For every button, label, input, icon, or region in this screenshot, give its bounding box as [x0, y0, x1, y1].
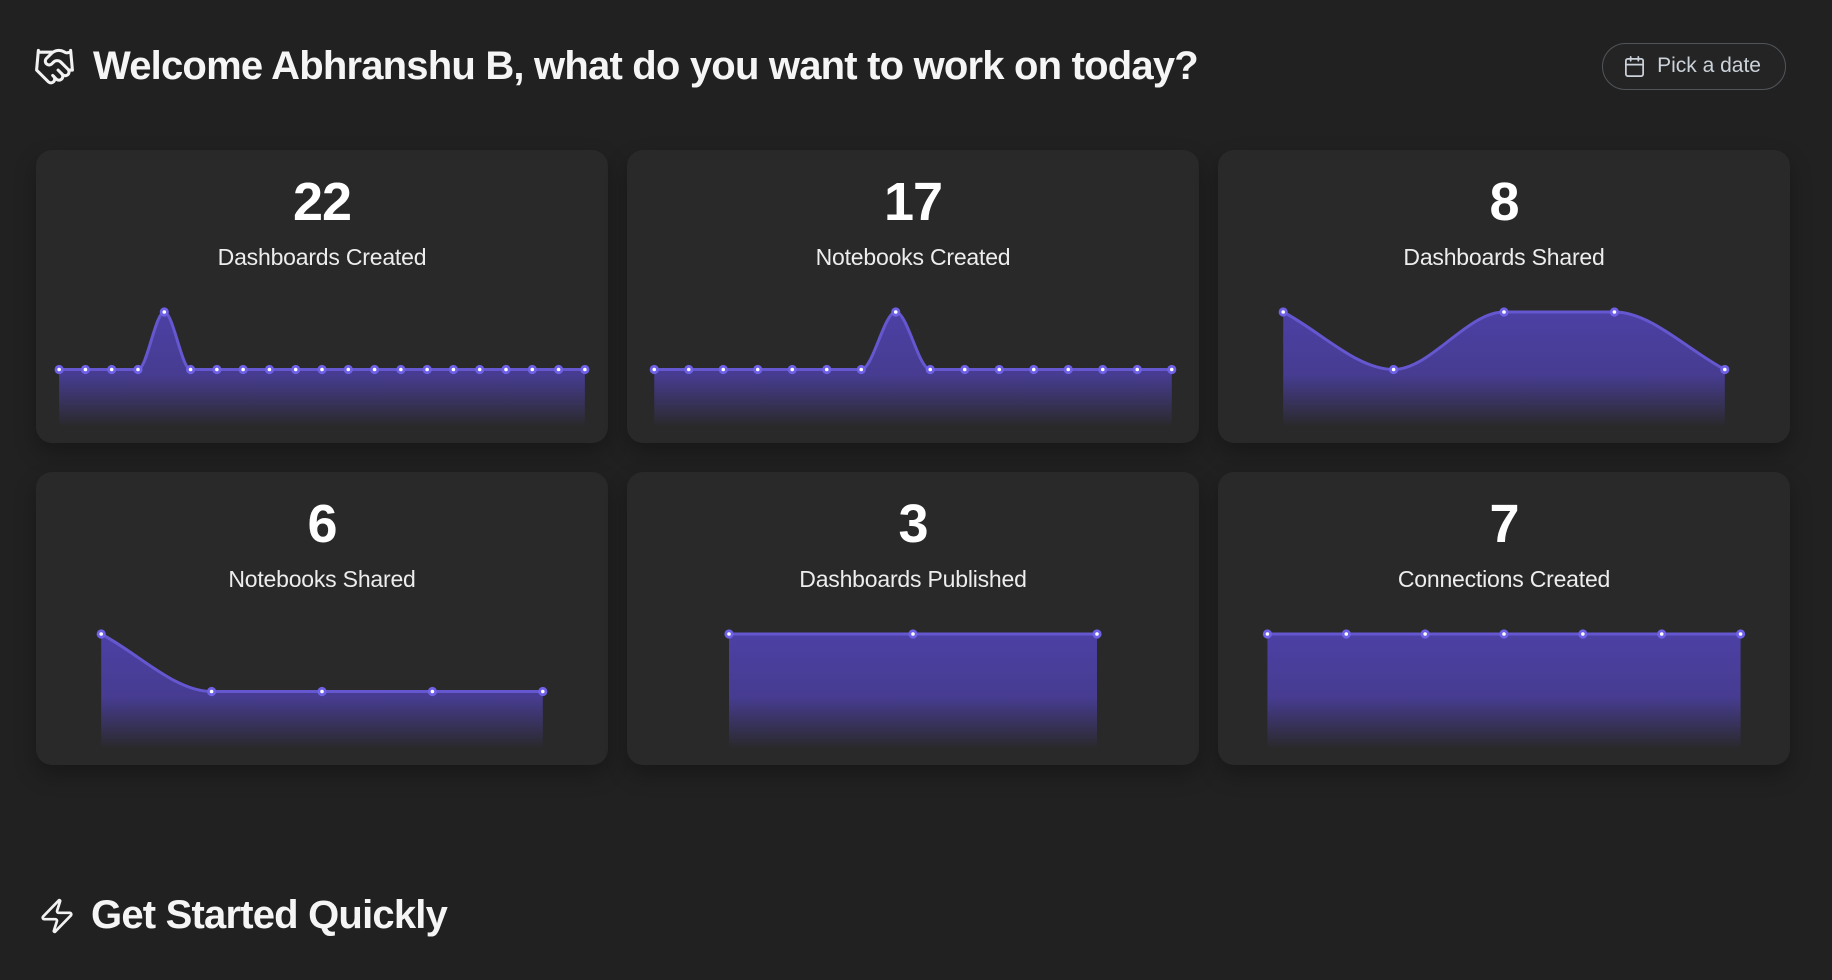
- stat-card: 7 Connections Created: [1218, 472, 1790, 765]
- stat-label: Connections Created: [1397, 566, 1611, 592]
- sparkline-chart: [96, 629, 548, 749]
- pick-a-date-label: Pick a date: [1657, 54, 1761, 77]
- welcome-header-left: Welcome Abhranshu B, what do you want to…: [33, 43, 1199, 89]
- stat-value: 8: [1489, 172, 1519, 232]
- pick-a-date-button[interactable]: Pick a date: [1602, 42, 1786, 90]
- stats-grid: 22 Dashboards Created 17 Notebooks Creat…: [36, 150, 1790, 765]
- stat-label: Dashboards Published: [799, 566, 1027, 592]
- stat-label: Dashboards Created: [217, 244, 427, 270]
- stat-label: Notebooks Shared: [228, 566, 416, 592]
- stat-value: 6: [307, 494, 337, 554]
- stat-label: Dashboards Shared: [1403, 244, 1605, 270]
- stat-value: 17: [883, 172, 943, 232]
- page-title: Welcome Abhranshu B, what do you want to…: [93, 43, 1199, 88]
- stat-value: 7: [1489, 494, 1519, 554]
- stat-value: 22: [292, 172, 352, 232]
- sparkline-chart: [1262, 629, 1746, 749]
- stat-value: 3: [898, 494, 928, 554]
- get-started-section: Get Started Quickly: [38, 893, 448, 938]
- stat-card: 8 Dashboards Shared: [1218, 150, 1790, 443]
- stat-card: 6 Notebooks Shared: [36, 472, 608, 765]
- stat-label: Notebooks Created: [815, 244, 1011, 270]
- sparkline-chart: [1278, 307, 1730, 427]
- sparkline-chart: [724, 629, 1102, 749]
- lightning-icon: [38, 897, 76, 935]
- sparkline-chart: [649, 307, 1177, 427]
- stat-card: 17 Notebooks Created: [627, 150, 1199, 443]
- calendar-icon: [1623, 55, 1646, 78]
- sparkline-chart: [54, 307, 590, 427]
- stat-card: 22 Dashboards Created: [36, 150, 608, 443]
- get-started-title: Get Started Quickly: [91, 893, 448, 937]
- stat-card: 3 Dashboards Published: [627, 472, 1199, 765]
- welcome-header: Welcome Abhranshu B, what do you want to…: [33, 40, 1786, 92]
- handshake-icon: [33, 45, 76, 88]
